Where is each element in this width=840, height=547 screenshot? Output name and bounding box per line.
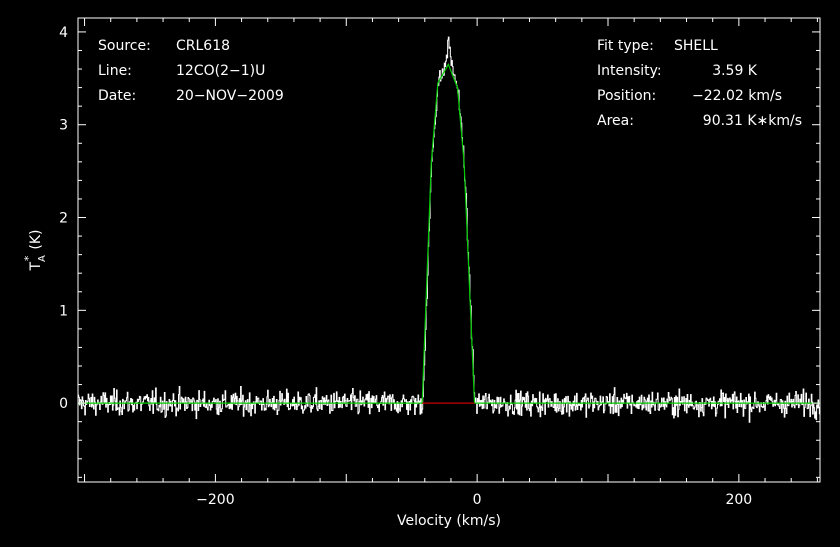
y-tick-label: 3 [59,118,68,134]
info-left-value: CRL618 [176,38,230,54]
info-right-value: 90.31 K∗km/s [703,113,802,129]
y-tick-label: 1 [59,303,68,319]
x-tick-label: 0 [473,492,482,508]
info-right-value: −22.02 km/s [692,88,782,104]
y-axis-label: TA* (K) [22,229,48,271]
y-tick-label: 2 [59,211,68,227]
info-left-label: Date: [98,88,136,104]
series-layer [78,36,821,423]
info-right: Fit type: SHELL Intensity: 3.59 K Positi… [597,38,802,129]
info-left-label: Line: [98,63,132,79]
info-right-label: Intensity: [597,63,662,79]
info-left-value: 20−NOV−2009 [176,88,284,104]
info-left-label: Source: [98,38,151,54]
plot-frame [77,17,821,483]
info-left: Source: CRL618 Line: 12CO(2−1)U Date: 20… [98,38,284,104]
x-tick-label: 200 [725,492,752,508]
y-axis-label-sub: A [37,255,48,262]
ticks-layer: −200 0 200 0 1 2 3 4 [59,18,820,508]
y-axis-label-unit: (K) [28,229,44,249]
y-tick-label: 0 [59,396,68,412]
y-axis-label-sup: * [22,255,35,261]
y-tick-label: 4 [59,25,68,41]
spectrum-series [78,36,821,423]
info-right-label: Area: [597,113,634,129]
x-axis-label: Velocity (km/s) [397,513,501,529]
info-right-value: 3.59 K [712,63,758,79]
info-right-value: SHELL [674,38,718,54]
y-axis-label-main: T [28,262,44,272]
x-tick-label: −200 [196,492,234,508]
info-left-value: 12CO(2−1)U [176,63,265,79]
svg-text:TA*(K): TA* (K) [22,229,48,271]
info-right-label: Fit type: [597,38,654,54]
fit-series [78,63,820,404]
info-right-label: Position: [597,88,656,104]
